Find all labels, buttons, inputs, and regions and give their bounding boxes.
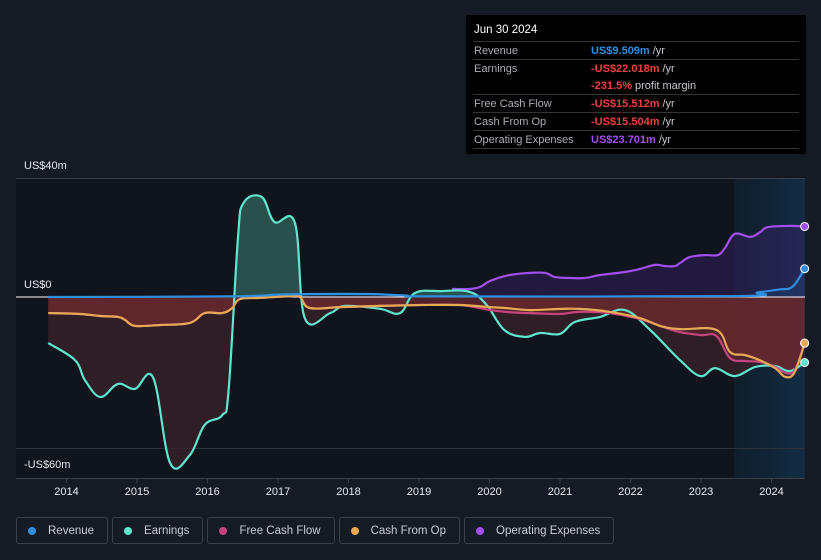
tooltip-unit: /yr [662,115,675,128]
revenue-end-marker[interactable] [800,264,810,274]
legend-label: Cash From Op [370,524,447,537]
legend-label: Earnings [144,524,190,537]
x-tick-label: 2022 [618,486,642,498]
x-tick-label: 2016 [195,486,219,498]
tooltip-label: Cash From Op [474,115,547,128]
free-cash-flow-area [48,297,805,374]
tooltip-unit: /yr [662,62,675,75]
tooltip-row-operating-expenses: Operating Expenses US$23.701m /yr [473,131,799,149]
y-tick-label: US$0 [24,279,52,291]
cash-from-op-area [48,297,805,378]
legend-label: Operating Expenses [496,524,601,537]
operating-expenses-dot-icon [476,526,485,535]
tooltip-value: -US$22.018m [591,62,660,75]
cash-from-op-end-marker[interactable] [800,338,810,348]
tooltip-date: Jun 30 2024 [473,23,799,42]
earnings-line [47,194,806,470]
tooltip-row-earnings: Earnings -US$22.018m /yr [473,60,799,77]
earnings-area [48,297,805,469]
tooltip-row-profit-margin: -231.5% profit margin [473,77,799,95]
x-tick-label: 2017 [266,486,290,498]
x-tick-label: 2014 [54,486,78,498]
legend-label: Free Cash Flow [239,524,321,537]
y-tick-label: US$40m [24,160,67,172]
tooltip-label: Earnings [474,62,518,75]
tooltip-unit: /yr [652,44,665,57]
tooltip-value: US$23.701m [591,133,656,146]
operating-expenses-area [452,225,805,297]
x-tick-label: 2024 [759,486,783,498]
legend-item-earnings[interactable]: Earnings [112,517,204,544]
x-tick-label: 2018 [336,486,360,498]
legend-item-free-cash-flow[interactable]: Free Cash Flow [207,517,335,544]
earnings-dot-icon [124,526,133,535]
legend-label: Revenue [48,524,95,537]
tooltip-value: -US$15.512m [591,97,660,110]
x-tick-label: 2021 [548,486,572,498]
tooltip-row-revenue: Revenue US$9.509m /yr [473,42,799,60]
tooltip-label: Free Cash Flow [474,97,552,110]
revenue-line [48,268,806,299]
operating-expenses-line [452,224,805,291]
x-tick-label: 2015 [125,486,149,498]
tooltip-label: Revenue [474,44,519,57]
tooltip-value: -231.5% [591,79,632,92]
earnings-area [48,195,805,297]
free-cash-flow-dot-icon [219,526,228,535]
x-tick-label: 2023 [689,486,713,498]
legend-item-operating-expenses[interactable]: Operating Expenses [464,517,615,544]
x-tick-label: 2019 [407,486,431,498]
tooltip-row-cash-from-op: Cash From Op -US$15.504m /yr [473,113,799,131]
tooltip-value: -US$15.504m [591,115,660,128]
operating-expenses-end-marker[interactable] [800,221,810,231]
y-tick-label: -US$60m [24,459,71,471]
cash-from-op-line [48,294,806,379]
tooltip: Jun 30 2024 Revenue US$9.509m /yr Earnin… [466,15,806,154]
legend-item-revenue[interactable]: Revenue [16,517,109,544]
tooltip-unit: /yr [658,133,672,146]
tooltip-value: US$9.509m [591,44,650,57]
tooltip-unit: profit margin [634,79,697,92]
tooltip-row-free-cash-flow: Free Cash Flow -US$15.512m /yr [473,95,799,113]
earnings-end-marker[interactable] [800,358,810,368]
tooltip-unit: /yr [662,97,675,110]
legend-item-cash-from-op[interactable]: Cash From Op [338,517,461,544]
cash-from-op-dot-icon [350,526,359,535]
revenue-dot-icon [28,526,36,535]
legend: Revenue Earnings Free Cash Flow Cash Fro… [16,517,615,544]
tooltip-label: Operating Expenses [474,133,574,146]
x-tick-label: 2020 [477,486,501,498]
